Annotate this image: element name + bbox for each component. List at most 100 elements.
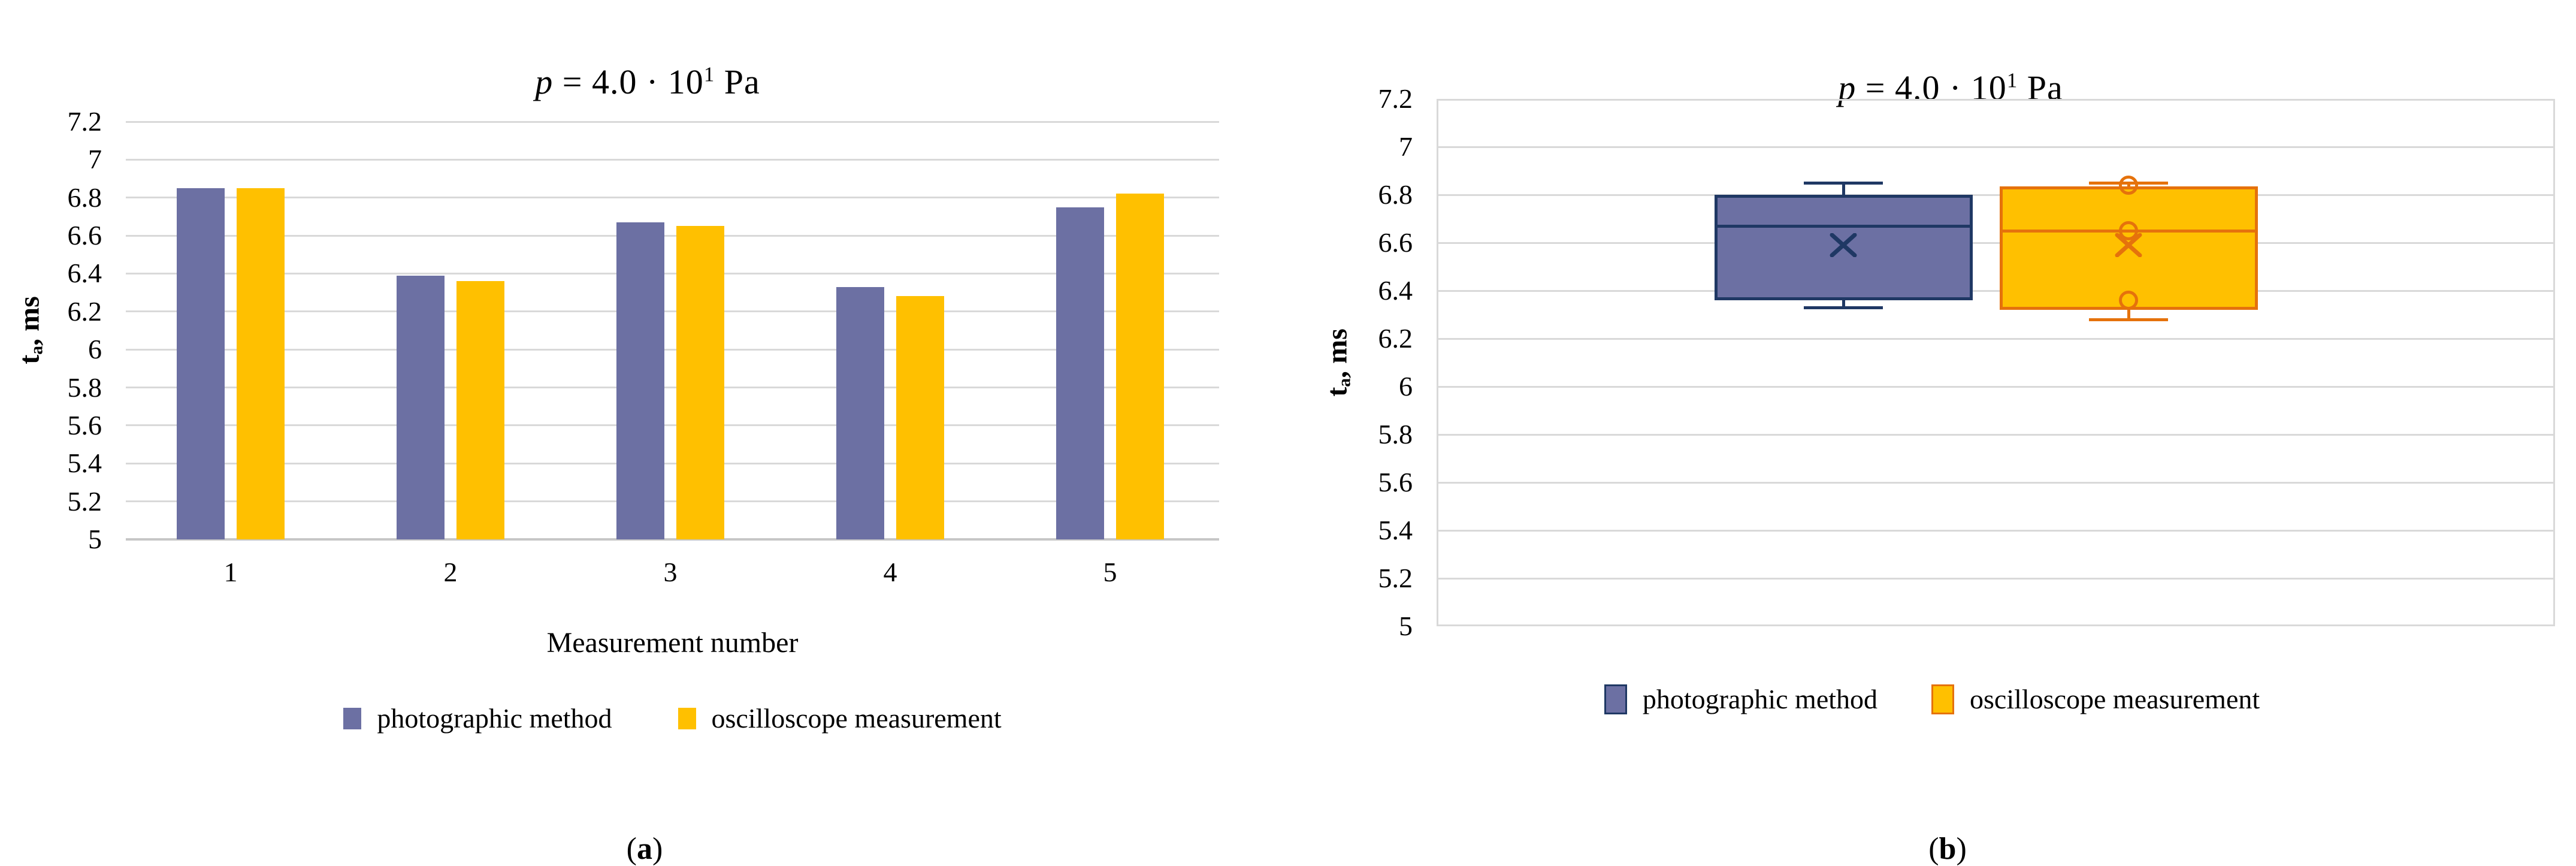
y-tick-label: 6.4 — [67, 258, 102, 289]
y-tick-label: 6.8 — [67, 182, 102, 213]
gridline — [126, 387, 1219, 389]
y-tick-label: 6 — [88, 334, 102, 365]
gridline — [126, 234, 1219, 237]
photographic-mean-marker-icon — [1830, 233, 1857, 258]
gridline — [1437, 337, 2555, 340]
y-tick-label: 6.2 — [67, 295, 102, 327]
photographic-swatch-icon — [343, 707, 362, 729]
oscilloscope-data-point-icon — [2119, 176, 2138, 195]
gridline — [1437, 529, 2555, 532]
gridline — [1437, 385, 2555, 388]
title-exponent: 1 — [2006, 68, 2018, 92]
legend-label: oscilloscope measurement — [1970, 684, 2260, 714]
bar-oscilloscope-m1 — [237, 188, 285, 539]
oscilloscope-data-point-icon — [2119, 291, 2138, 310]
y-tick-label: 6 — [1399, 371, 1413, 402]
bar-oscilloscope-m5 — [1116, 194, 1164, 539]
gridline — [126, 500, 1219, 503]
oscilloscope-lower-whisker-cap — [2089, 318, 2168, 321]
gridline — [1437, 481, 2555, 484]
bar-oscilloscope-m2 — [456, 281, 504, 539]
photographic-lower-whisker — [1842, 300, 1845, 307]
y-tick-label: 7 — [88, 144, 102, 175]
gridline — [1437, 289, 2555, 292]
gridline — [1437, 433, 2555, 436]
bar-chart-title: p = 4.0 · 101 Pa — [0, 22, 1258, 142]
title-text: = 4.0 · 10 — [553, 62, 704, 101]
bar-photographic-m4 — [836, 286, 884, 539]
gridline — [1437, 242, 2555, 244]
caption-paren: ) — [652, 832, 663, 866]
gridline — [1437, 577, 2555, 580]
legend-item-oscilloscope: oscilloscope measurement — [678, 702, 1002, 734]
oscilloscope-swatch-icon — [678, 707, 696, 729]
bar-oscilloscope-m4 — [896, 296, 944, 539]
oscilloscope-swatch-icon — [1931, 684, 1955, 714]
y-tick-label: 5 — [1399, 611, 1413, 641]
bar-chart-x-axis-label: Measurement number — [546, 627, 799, 659]
y-tick-label: 6.6 — [1378, 227, 1413, 258]
legend-label: photographic method — [1642, 684, 1878, 714]
x-tick-label: 3 — [663, 557, 678, 587]
y-tick-label: 6.6 — [67, 220, 102, 251]
y-tick-label: 5.2 — [67, 485, 102, 517]
y-tick-label: 5.4 — [1378, 515, 1413, 545]
title-pressure-symbol: p — [1838, 68, 1857, 107]
gridline — [1437, 194, 2555, 196]
gridline — [126, 424, 1219, 427]
title-unit: Pa — [715, 62, 760, 101]
title-exponent: 1 — [703, 62, 715, 86]
title-text: = 4.0 · 10 — [1856, 68, 2007, 107]
y-tick-label: 6.8 — [1378, 179, 1413, 210]
subfigure-caption-b: (b) — [1288, 796, 2576, 866]
oscilloscope-mean-marker-icon — [2115, 233, 2142, 258]
y-tick-label: 5.6 — [67, 409, 102, 440]
bar-photographic-m5 — [1056, 207, 1104, 539]
y-tick-label: 7.2 — [1378, 83, 1413, 114]
x-tick-label: 1 — [223, 557, 238, 587]
gridline — [1437, 146, 2555, 148]
gridline — [126, 272, 1219, 274]
oscilloscope-lower-whisker — [2127, 310, 2130, 319]
bar-oscilloscope-m3 — [676, 226, 724, 539]
gridline — [126, 197, 1219, 199]
y-tick-label: 5.6 — [1378, 467, 1413, 497]
x-tick-label: 2 — [443, 557, 458, 587]
photographic-upper-whisker-cap — [1804, 181, 1883, 185]
x-axis-line — [126, 538, 1219, 541]
caption-paren: ) — [1956, 832, 1967, 866]
photographic-median-line — [1714, 224, 1973, 228]
y-tick-label: 6.4 — [1378, 275, 1413, 306]
y-tick-label: 5.2 — [1378, 563, 1413, 593]
x-tick-label: 5 — [1103, 557, 1117, 587]
caption-paren: ( — [626, 832, 637, 866]
photographic-upper-whisker — [1842, 183, 1845, 195]
title-pressure-symbol: p — [535, 62, 554, 101]
bar-photographic-m2 — [397, 275, 445, 539]
legend-item-oscilloscope: oscilloscope measurement — [1931, 683, 2260, 715]
y-tick-label: 5.8 — [67, 372, 102, 403]
gridline — [126, 120, 1219, 123]
plot-border — [1437, 99, 2555, 626]
bar-photographic-m3 — [616, 222, 664, 539]
caption-letter: b — [1939, 832, 1957, 866]
box-chart-title: p = 4.0 · 101 Pa — [1288, 28, 2576, 148]
caption-paren: ( — [1928, 832, 1939, 866]
x-tick-label: 4 — [883, 557, 897, 587]
photographic-lower-whisker-cap — [1804, 306, 1883, 309]
y-tick-label: 5.8 — [1378, 419, 1413, 449]
subfigure-caption-a: (a) — [0, 796, 1258, 866]
legend-label: oscilloscope measurement — [711, 703, 1002, 734]
gridline — [126, 348, 1219, 351]
legend-item-photographic: photographic method — [343, 702, 612, 734]
legend-item-photographic: photographic method — [1604, 683, 1877, 715]
title-unit: Pa — [2018, 68, 2063, 107]
y-tick-label: 7.2 — [67, 106, 102, 137]
box-chart-legend: photographic method oscilloscope measure… — [1288, 683, 2576, 715]
gridline — [126, 462, 1219, 464]
gridline — [126, 158, 1219, 161]
oscilloscope-data-point-icon — [2119, 221, 2138, 240]
